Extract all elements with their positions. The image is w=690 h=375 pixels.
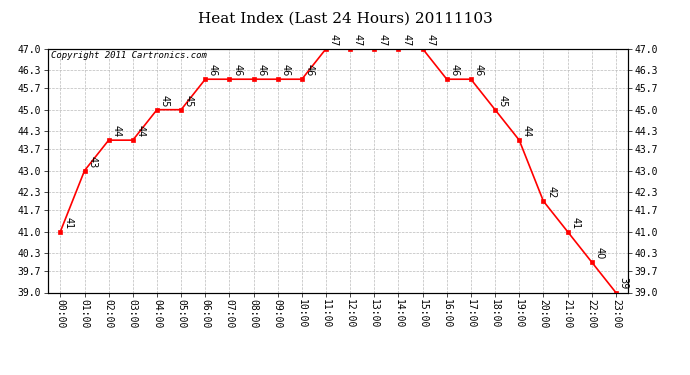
Text: 44: 44 xyxy=(522,125,532,137)
Text: Copyright 2011 Cartronics.com: Copyright 2011 Cartronics.com xyxy=(51,51,207,60)
Text: 41: 41 xyxy=(571,216,580,229)
Text: 47: 47 xyxy=(426,34,435,46)
Text: 46: 46 xyxy=(281,64,290,76)
Text: 46: 46 xyxy=(474,64,484,76)
Text: 43: 43 xyxy=(88,156,97,168)
Text: 45: 45 xyxy=(160,94,170,107)
Text: 41: 41 xyxy=(63,216,73,229)
Text: 47: 47 xyxy=(353,34,363,46)
Text: 47: 47 xyxy=(329,34,339,46)
Text: 46: 46 xyxy=(257,64,266,76)
Text: 47: 47 xyxy=(377,34,387,46)
Text: Heat Index (Last 24 Hours) 20111103: Heat Index (Last 24 Hours) 20111103 xyxy=(197,11,493,25)
Text: 46: 46 xyxy=(233,64,242,76)
Text: 45: 45 xyxy=(184,94,194,107)
Text: 47: 47 xyxy=(402,34,411,46)
Text: 45: 45 xyxy=(498,94,508,107)
Text: 46: 46 xyxy=(305,64,315,76)
Text: 39: 39 xyxy=(619,278,629,290)
Text: 40: 40 xyxy=(595,247,604,259)
Text: 46: 46 xyxy=(208,64,218,76)
Text: 44: 44 xyxy=(136,125,146,137)
Text: 44: 44 xyxy=(112,125,121,137)
Text: 46: 46 xyxy=(450,64,460,76)
Text: 42: 42 xyxy=(546,186,556,198)
